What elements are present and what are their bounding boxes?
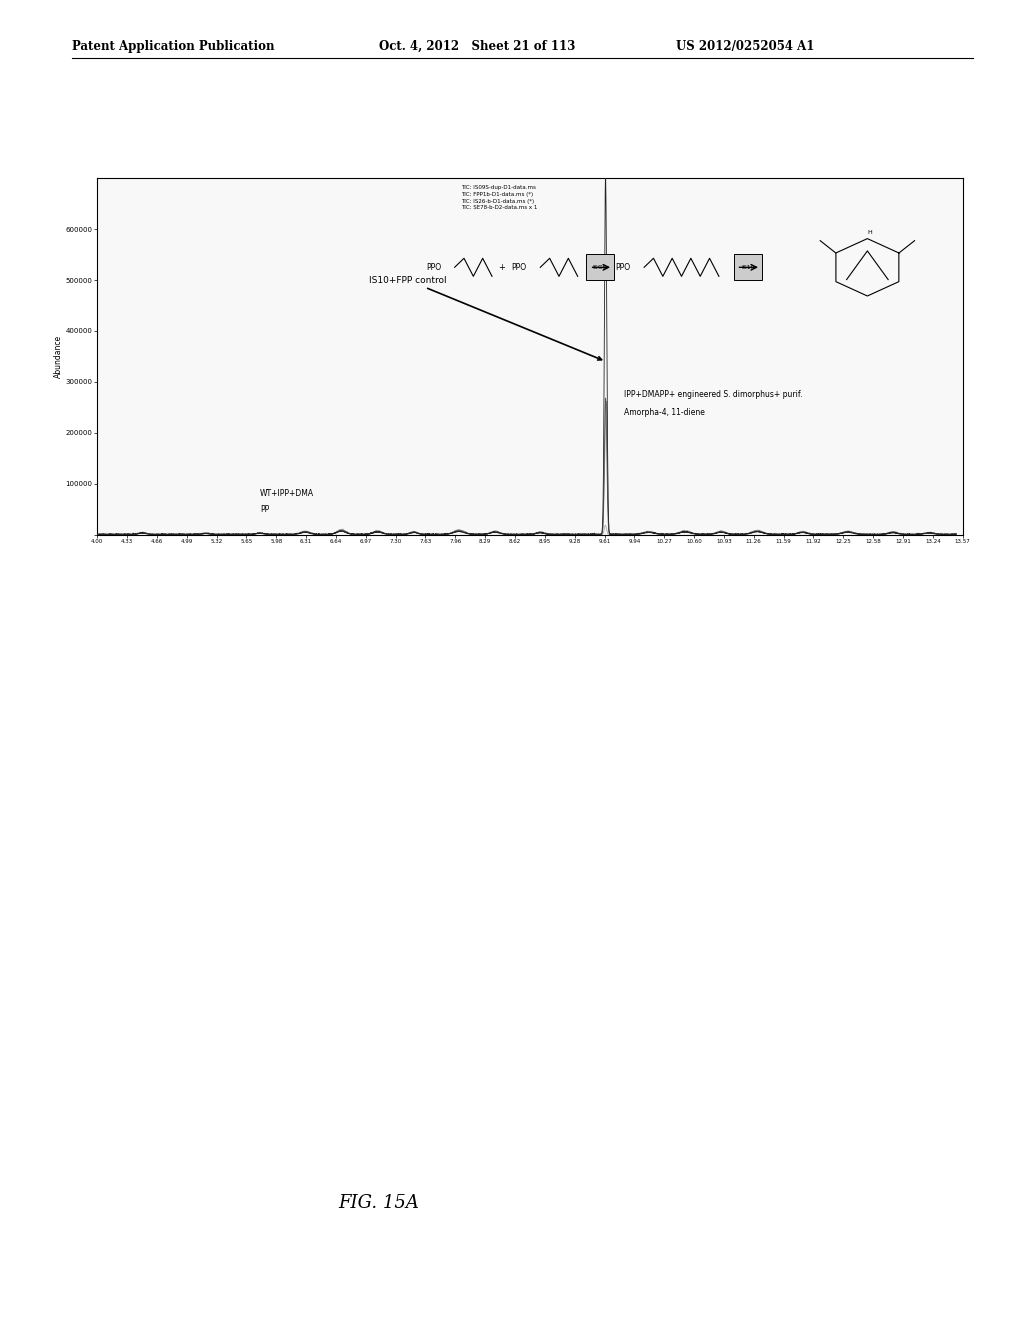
Text: PP: PP [260,504,269,513]
Text: IS10: IS10 [741,265,755,269]
Text: PPO: PPO [512,263,527,272]
Text: Patent Application Publication: Patent Application Publication [72,40,274,53]
Text: US 2012/0252054 A1: US 2012/0252054 A1 [676,40,814,53]
Text: FIG. 15A: FIG. 15A [339,1193,419,1212]
Text: Amorpha-4, 11-diene: Amorpha-4, 11-diene [624,408,705,417]
Y-axis label: Abundance: Abundance [53,335,62,378]
Text: WT+IPP+DMA: WT+IPP+DMA [260,490,314,499]
Text: PPO: PPO [426,263,441,272]
Text: ISGS: ISGS [593,265,607,269]
Text: Oct. 4, 2012   Sheet 21 of 113: Oct. 4, 2012 Sheet 21 of 113 [379,40,575,53]
Text: PPO: PPO [615,263,631,272]
FancyBboxPatch shape [586,255,614,280]
Text: +: + [498,263,505,272]
Text: TIC: IS09S-dup-D1-data.ms
TIC: FPP1b-D1-data.ms (*)
TIC: IS26-b-D1-data.ms (*)
T: TIC: IS09S-dup-D1-data.ms TIC: FPP1b-D1-… [461,185,537,210]
Text: IPP+DMAPP+ engineered S. dimorphus+ purif.: IPP+DMAPP+ engineered S. dimorphus+ puri… [624,391,802,399]
FancyBboxPatch shape [734,255,762,280]
Text: IS10+FPP control: IS10+FPP control [369,276,601,360]
Text: H: H [867,230,872,235]
